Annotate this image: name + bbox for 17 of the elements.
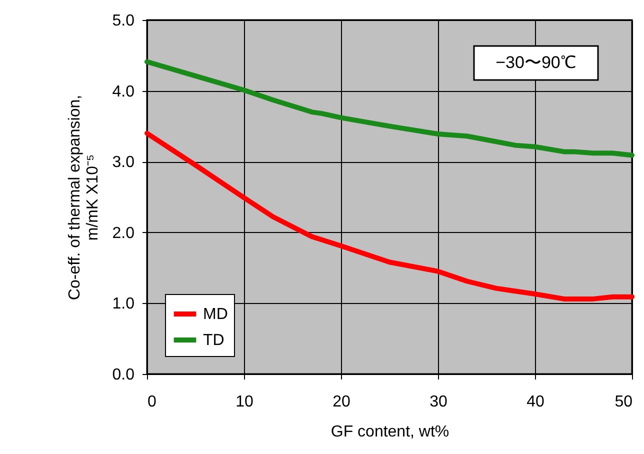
y-tick-label: 1.0 [112, 296, 135, 313]
y-tick-label: 3.0 [112, 154, 135, 172]
y-tick-label: 5.0 [112, 12, 135, 30]
x-tick-label: 30 [430, 394, 448, 410]
y-tick-label: 4.0 [112, 83, 135, 100]
y-tick-label: 2.0 [112, 224, 135, 242]
x-axis-title: GF content, wt% [330, 424, 450, 440]
x-tick-label: 20 [332, 394, 350, 410]
legend-label: TD [203, 332, 224, 349]
x-tick-label: 10 [236, 394, 254, 410]
y-axis-title: Co-eff. of thermal expansion, m/mK X10⁻⁵ [66, 94, 102, 300]
x-tick-label: 40 [526, 394, 544, 410]
x-tick-label: 0 [148, 394, 156, 410]
legend-label: MD [203, 306, 228, 323]
y-tick-label: 0.0 [112, 366, 135, 384]
x-tick-label: 50 [614, 394, 633, 410]
annotation: −30〜90℃ [496, 53, 576, 72]
